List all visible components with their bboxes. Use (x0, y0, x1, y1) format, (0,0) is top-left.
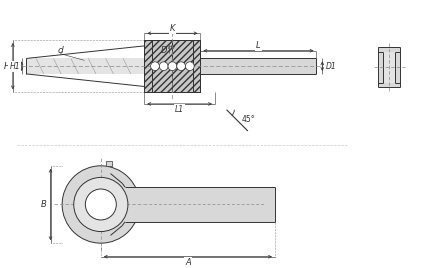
Circle shape (74, 177, 128, 232)
Circle shape (168, 62, 177, 70)
Bar (144, 40, 201, 92)
Bar (152, 55, 193, 78)
Text: B: B (41, 200, 47, 209)
Circle shape (185, 62, 194, 70)
Circle shape (159, 62, 168, 70)
Text: H1: H1 (10, 62, 20, 71)
Bar (383, 52, 396, 83)
Text: D1: D1 (326, 62, 337, 71)
Bar (201, 58, 317, 74)
Text: K: K (170, 24, 175, 33)
Bar (144, 40, 172, 92)
Circle shape (85, 189, 116, 220)
Bar (26, 58, 144, 74)
Circle shape (177, 62, 185, 70)
Bar (378, 47, 400, 87)
Circle shape (151, 62, 159, 70)
Bar (106, 161, 112, 166)
Text: $D^{H7}$: $D^{H7}$ (160, 43, 177, 56)
Polygon shape (110, 174, 125, 235)
Text: H: H (4, 62, 10, 71)
Bar (172, 40, 201, 92)
Text: L: L (256, 41, 261, 50)
Text: A: A (185, 258, 191, 267)
Text: L1: L1 (175, 105, 184, 114)
Text: d: d (58, 46, 63, 55)
Text: 45°: 45° (242, 115, 255, 124)
Bar (125, 187, 275, 222)
Circle shape (62, 166, 140, 243)
